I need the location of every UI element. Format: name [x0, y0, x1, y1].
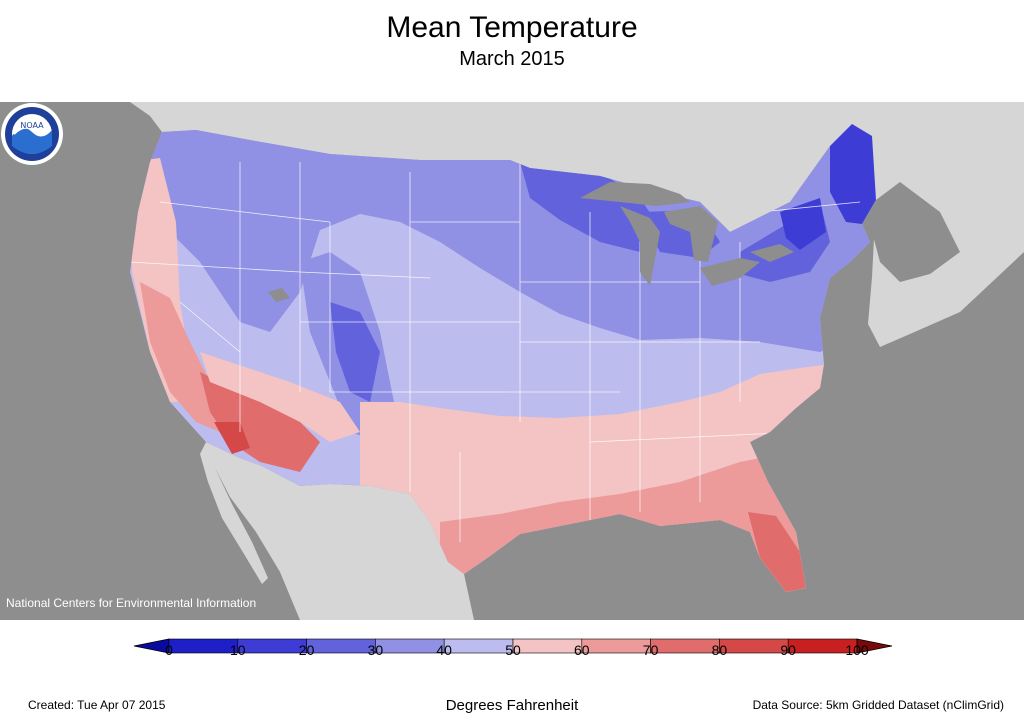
svg-text:NOAA: NOAA: [20, 121, 44, 130]
legend-tick-label: 60: [574, 642, 590, 658]
created-date: Created: Tue Apr 07 2015: [28, 698, 166, 712]
legend-bin-70-80: [650, 638, 720, 654]
legend-tick-label: 80: [711, 642, 728, 658]
canada-land: [0, 102, 1024, 347]
map-title: Mean Temperature: [386, 11, 638, 44]
legend-tick-label: 10: [230, 642, 246, 658]
legend-tick-label: 40: [436, 642, 452, 658]
legend-bar: [133, 638, 893, 654]
us-temperature-field: [130, 124, 876, 592]
baja-peninsula: [200, 442, 268, 584]
legend-tick-label: 30: [367, 642, 384, 658]
data-source: Data Source: 5km Gridded Dataset (nClimG…: [752, 698, 1004, 712]
legend-bin-40-50: [443, 638, 514, 654]
legend-bin-0-10: [168, 638, 239, 654]
color-legend: [0, 636, 1024, 666]
legend-tick-label: 0: [165, 642, 173, 658]
legend-bin-30-40: [375, 638, 445, 654]
legend-bin-10-20: [237, 638, 307, 654]
legend-tick-label: 50: [505, 642, 521, 658]
gulf-water: [872, 182, 960, 282]
map-credit: National Centers for Environmental Infor…: [6, 596, 257, 610]
legend-tick-label: 100: [845, 642, 869, 658]
temperature-map: National Centers for Environmental Infor…: [0, 102, 1024, 620]
legend-tick-label: 90: [780, 642, 796, 658]
legend-bin-50-60: [512, 638, 583, 654]
legend-bin-20-30: [306, 638, 376, 654]
legend-tick-label: 70: [642, 642, 659, 658]
map-subtitle: March 2015: [459, 48, 565, 70]
mexico-land: [206, 442, 474, 620]
noaa-logo: NOAA: [1, 103, 63, 165]
legend-below-arrow: [133, 638, 170, 654]
great-lakes: [268, 182, 794, 302]
legend-tick-label: 20: [298, 642, 315, 658]
map-svg: [0, 102, 1024, 620]
legend-bin-80-90: [719, 638, 789, 654]
legend-bin-60-70: [581, 638, 651, 654]
legend-above-arrow: [856, 638, 893, 654]
legend-unit-label: Degrees Fahrenheit: [445, 697, 579, 714]
